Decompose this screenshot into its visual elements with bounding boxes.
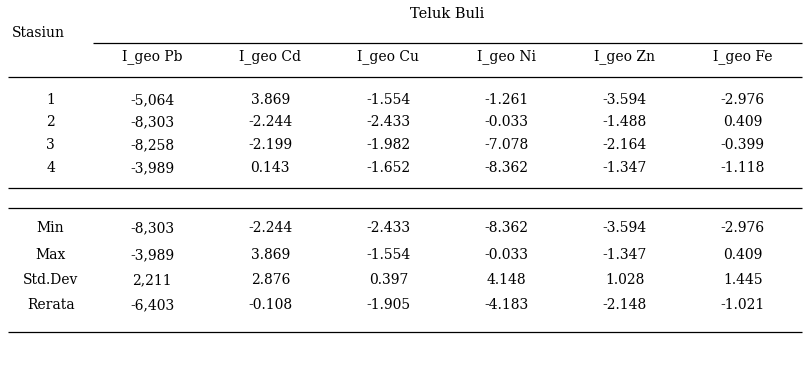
Text: I_geo Ni: I_geo Ni bbox=[477, 50, 536, 64]
Text: -2.433: -2.433 bbox=[366, 115, 411, 129]
Text: -1.982: -1.982 bbox=[366, 138, 411, 152]
Text: 3: 3 bbox=[46, 138, 55, 152]
Text: Stasiun: Stasiun bbox=[12, 26, 65, 40]
Text: -1.554: -1.554 bbox=[366, 248, 411, 262]
Text: I_geo Cd: I_geo Cd bbox=[239, 50, 301, 64]
Text: -0.108: -0.108 bbox=[249, 298, 292, 312]
Text: -2.976: -2.976 bbox=[721, 93, 765, 107]
Text: I_geo Zn: I_geo Zn bbox=[595, 50, 655, 64]
Text: I_geo Fe: I_geo Fe bbox=[713, 50, 773, 64]
Text: 0.143: 0.143 bbox=[250, 161, 290, 175]
Text: -3,989: -3,989 bbox=[130, 248, 174, 262]
Text: -5,064: -5,064 bbox=[130, 93, 174, 107]
Text: -2.433: -2.433 bbox=[366, 221, 411, 235]
Text: -1.554: -1.554 bbox=[366, 93, 411, 107]
Text: -3.594: -3.594 bbox=[603, 221, 646, 235]
Text: Teluk Buli: Teluk Buli bbox=[411, 7, 484, 21]
Text: -0.033: -0.033 bbox=[484, 248, 529, 262]
Text: 4: 4 bbox=[46, 161, 55, 175]
Text: 0.409: 0.409 bbox=[723, 115, 762, 129]
Text: -1.021: -1.021 bbox=[721, 298, 765, 312]
Text: 1.028: 1.028 bbox=[605, 273, 645, 287]
Text: 2: 2 bbox=[46, 115, 55, 129]
Text: 0.397: 0.397 bbox=[369, 273, 408, 287]
Text: -1.118: -1.118 bbox=[721, 161, 765, 175]
Text: -8.362: -8.362 bbox=[484, 161, 529, 175]
Text: Max: Max bbox=[36, 248, 66, 262]
Text: 1: 1 bbox=[46, 93, 55, 107]
Text: I_geo Pb: I_geo Pb bbox=[122, 50, 182, 64]
Text: -2.199: -2.199 bbox=[249, 138, 292, 152]
Text: -7.078: -7.078 bbox=[484, 138, 529, 152]
Text: 3.869: 3.869 bbox=[251, 93, 290, 107]
Text: -8.362: -8.362 bbox=[484, 221, 529, 235]
Text: -1.347: -1.347 bbox=[603, 248, 647, 262]
Text: -8,303: -8,303 bbox=[130, 221, 174, 235]
Text: Rerata: Rerata bbox=[27, 298, 75, 312]
Text: -1.347: -1.347 bbox=[603, 161, 647, 175]
Text: 1.445: 1.445 bbox=[723, 273, 763, 287]
Text: 4.148: 4.148 bbox=[487, 273, 526, 287]
Text: -1.652: -1.652 bbox=[366, 161, 411, 175]
Text: -2.164: -2.164 bbox=[603, 138, 647, 152]
Text: -8,258: -8,258 bbox=[130, 138, 174, 152]
Text: -0.033: -0.033 bbox=[484, 115, 529, 129]
Text: -2.976: -2.976 bbox=[721, 221, 765, 235]
Text: -3,989: -3,989 bbox=[130, 161, 174, 175]
Text: -6,403: -6,403 bbox=[130, 298, 174, 312]
Text: 2.876: 2.876 bbox=[250, 273, 290, 287]
Text: 3.869: 3.869 bbox=[251, 248, 290, 262]
Text: 0.409: 0.409 bbox=[723, 248, 762, 262]
Text: -1.488: -1.488 bbox=[603, 115, 647, 129]
Text: -2.244: -2.244 bbox=[248, 115, 292, 129]
Text: Std.Dev: Std.Dev bbox=[23, 273, 79, 287]
Text: 2,211: 2,211 bbox=[132, 273, 172, 287]
Text: -1.905: -1.905 bbox=[366, 298, 411, 312]
Text: I_geo Cu: I_geo Cu bbox=[357, 50, 420, 64]
Text: -1.261: -1.261 bbox=[484, 93, 529, 107]
Text: -2.148: -2.148 bbox=[603, 298, 647, 312]
Text: -2.244: -2.244 bbox=[248, 221, 292, 235]
Text: -0.399: -0.399 bbox=[721, 138, 765, 152]
Text: Min: Min bbox=[36, 221, 65, 235]
Text: -3.594: -3.594 bbox=[603, 93, 646, 107]
Text: -8,303: -8,303 bbox=[130, 115, 174, 129]
Text: -4.183: -4.183 bbox=[484, 298, 529, 312]
